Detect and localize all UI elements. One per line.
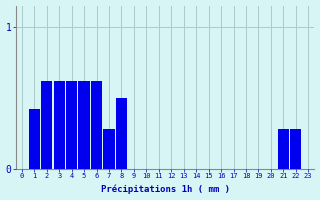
- Bar: [66, 81, 77, 169]
- Bar: [78, 81, 90, 169]
- Bar: [278, 129, 289, 169]
- Bar: [103, 129, 115, 169]
- Bar: [116, 98, 127, 169]
- Bar: [53, 81, 65, 169]
- Bar: [91, 81, 102, 169]
- Bar: [290, 129, 301, 169]
- X-axis label: Précipitations 1h ( mm ): Précipitations 1h ( mm ): [100, 185, 229, 194]
- Bar: [29, 109, 40, 169]
- Bar: [41, 81, 52, 169]
